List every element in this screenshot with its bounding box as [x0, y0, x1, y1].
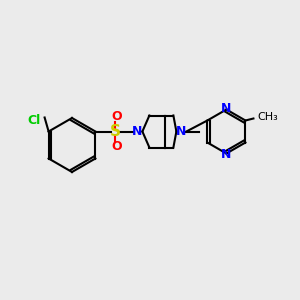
Text: N: N — [132, 125, 142, 138]
Text: S: S — [110, 124, 121, 139]
Text: N: N — [176, 125, 187, 138]
Text: CH₃: CH₃ — [257, 112, 278, 122]
Text: N: N — [221, 102, 232, 115]
Text: O: O — [111, 110, 122, 123]
Text: N: N — [221, 148, 232, 161]
Text: O: O — [111, 140, 122, 153]
Text: Cl: Cl — [27, 115, 40, 128]
